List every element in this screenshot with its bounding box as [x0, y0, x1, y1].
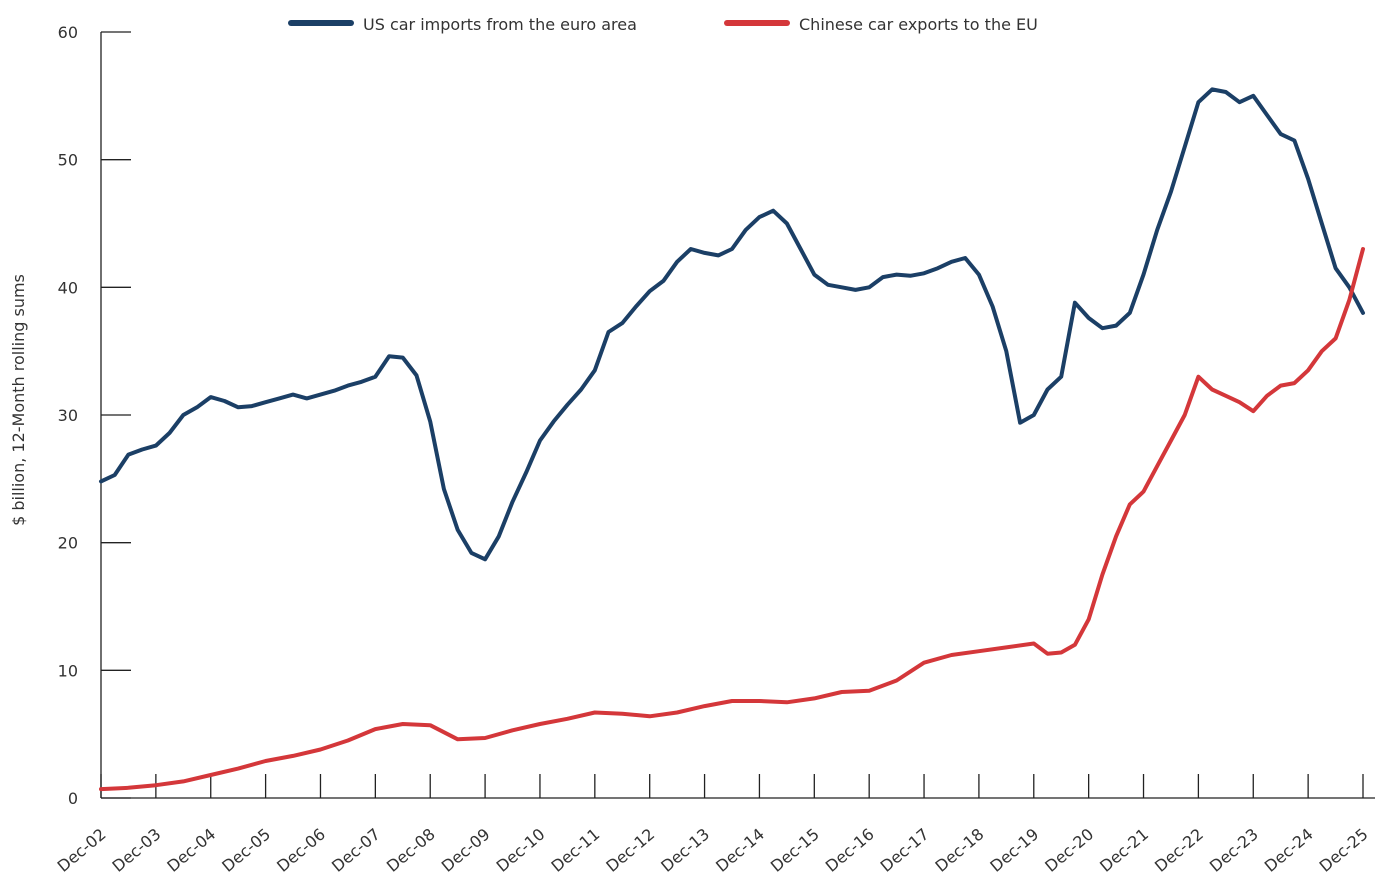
y-axis-title: $ billion, 12-Month rolling sums — [9, 274, 28, 526]
legend-label-1: US car imports from the euro area — [363, 15, 637, 34]
x-tick-label: Dec-08 — [383, 825, 439, 876]
x-tick-label: Dec-24 — [1261, 825, 1317, 876]
series-lines — [101, 89, 1363, 789]
x-tick-label: Dec-25 — [1316, 825, 1372, 876]
x-tick-label: Dec-10 — [493, 825, 549, 876]
y-axis: 0 10 20 30 40 50 60 — [58, 23, 131, 808]
x-axis: Dec-02Dec-03Dec-04Dec-05Dec-06Dec-07Dec-… — [54, 774, 1375, 876]
series-line-2 — [101, 249, 1363, 789]
x-tick-label: Dec-09 — [438, 825, 494, 876]
x-tick-label: Dec-14 — [712, 825, 768, 876]
y-tick-label: 30 — [58, 406, 78, 425]
y-tick-label: 40 — [58, 278, 78, 297]
y-tick-label: 50 — [58, 151, 78, 170]
x-tick-label: Dec-04 — [163, 825, 219, 876]
y-tick-label: 10 — [58, 661, 78, 680]
x-tick-label: Dec-21 — [1096, 825, 1152, 876]
y-tick-label: 20 — [58, 534, 78, 553]
series-line-1 — [101, 89, 1363, 559]
x-tick-label: Dec-05 — [218, 825, 274, 876]
x-tick-label: Dec-13 — [657, 825, 713, 876]
legend-label-2: Chinese car exports to the EU — [799, 15, 1038, 34]
x-tick-label: Dec-12 — [602, 825, 658, 876]
y-tick-label: 0 — [68, 789, 78, 808]
x-tick-label: Dec-20 — [1041, 825, 1097, 876]
x-tick-label: Dec-06 — [273, 825, 329, 876]
x-tick-label: Dec-02 — [54, 825, 110, 876]
x-tick-label: Dec-16 — [822, 825, 878, 876]
x-tick-label: Dec-18 — [932, 825, 988, 876]
x-tick-label: Dec-07 — [328, 825, 384, 876]
y-tick-label: 60 — [58, 23, 78, 42]
x-tick-label: Dec-03 — [108, 825, 164, 876]
x-tick-label: Dec-15 — [767, 825, 823, 876]
x-tick-label: Dec-19 — [986, 825, 1042, 876]
x-tick-label: Dec-22 — [1151, 825, 1207, 876]
x-tick-label: Dec-23 — [1206, 825, 1262, 876]
x-tick-label: Dec-11 — [547, 825, 603, 876]
legend: US car imports from the euro area Chinese… — [291, 15, 1038, 34]
x-tick-label: Dec-17 — [877, 825, 933, 876]
